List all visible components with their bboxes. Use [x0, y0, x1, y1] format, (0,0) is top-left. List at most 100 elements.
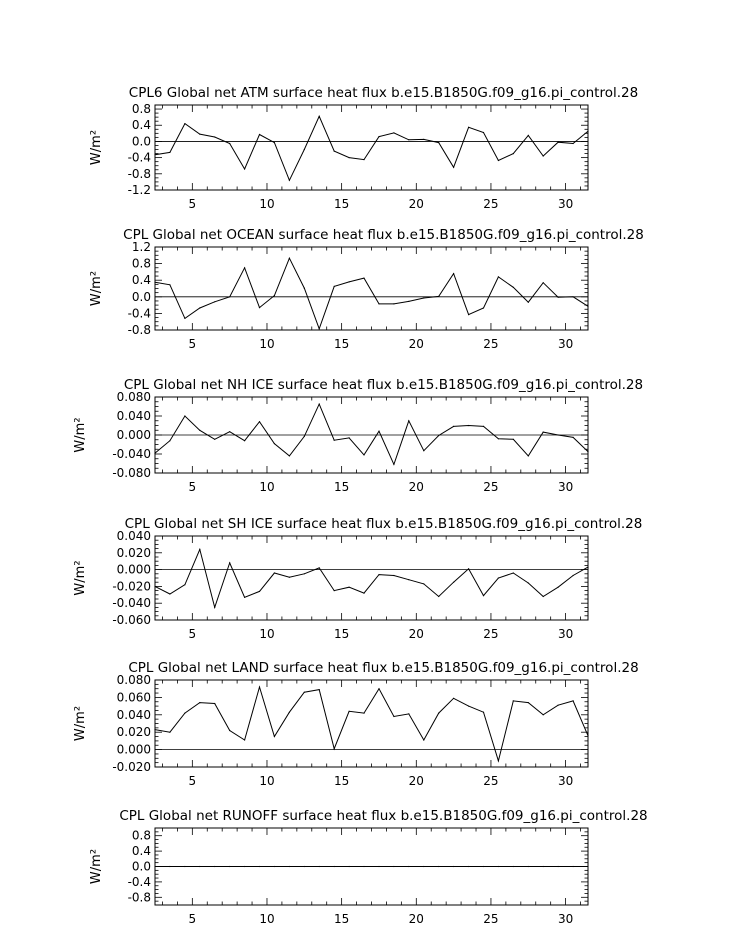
x-tick-label: 30 — [558, 774, 573, 788]
chart-title: CPL6 Global net ATM surface heat flux b.… — [129, 85, 638, 101]
data-point — [154, 281, 156, 283]
data-point — [557, 865, 559, 868]
data-point — [438, 142, 440, 144]
y-tick-label: 0.020 — [117, 546, 151, 560]
data-point — [527, 301, 529, 303]
data-point — [273, 572, 275, 574]
data-point — [572, 142, 574, 145]
data-point — [214, 702, 216, 705]
y-axis-label: W/m² — [89, 271, 104, 306]
data-point — [288, 179, 290, 181]
data-point — [348, 710, 350, 712]
data-point — [587, 566, 589, 568]
data-point — [214, 438, 216, 440]
y-tick-label: 0.4 — [132, 273, 151, 287]
data-point — [318, 115, 320, 117]
data-point — [258, 590, 261, 593]
x-tick-label: 10 — [259, 337, 274, 351]
data-point — [318, 328, 320, 330]
data-point — [423, 739, 425, 741]
data-point — [587, 305, 589, 307]
y-tick-label: -0.4 — [128, 151, 151, 165]
data-point — [363, 277, 365, 279]
x-tick-label: 20 — [409, 912, 424, 926]
data-point — [333, 748, 335, 750]
series-line — [154, 685, 589, 763]
chart-title: CPL Global net SH ICE surface heat flux … — [125, 516, 643, 532]
x-tick-label: 25 — [483, 627, 498, 641]
y-axis-label: W/m² — [89, 130, 104, 165]
plot-frame — [154, 679, 589, 768]
x-tick-label: 30 — [558, 197, 573, 211]
data-point — [154, 865, 156, 868]
y-axis-label: W/m² — [73, 706, 88, 741]
data-point — [303, 691, 305, 693]
data-point — [542, 282, 544, 284]
data-point — [303, 148, 305, 151]
data-point — [258, 421, 261, 423]
x-tick-label: 20 — [409, 480, 424, 494]
data-point — [154, 154, 156, 156]
data-point — [288, 455, 290, 457]
x-tick-label: 5 — [189, 774, 197, 788]
x-tick-label: 30 — [558, 627, 573, 641]
data-point — [169, 865, 171, 868]
data-point — [542, 155, 544, 157]
chart-panel-1: CPL6 Global net ATM surface heat flux b.… — [89, 85, 638, 211]
x-tick-label: 25 — [483, 337, 498, 351]
data-point — [363, 592, 365, 594]
chart-panel-5: CPL Global net LAND surface heat flux b.… — [73, 660, 639, 788]
data-point — [229, 296, 231, 298]
data-point — [378, 430, 380, 432]
data-point — [542, 595, 544, 598]
data-point — [214, 136, 216, 138]
x-tick-label: 25 — [483, 774, 498, 788]
data-point — [184, 865, 186, 868]
y-tick-label: 0.080 — [117, 673, 151, 687]
data-point — [438, 865, 440, 868]
data-point — [423, 450, 425, 452]
y-tick-label: 0.060 — [117, 690, 151, 704]
y-tick-label: 0.0 — [132, 290, 151, 304]
data-point — [393, 574, 395, 577]
y-tick-label: -0.080 — [112, 466, 151, 480]
data-point — [169, 593, 171, 595]
y-tick-label: -0.040 — [112, 447, 151, 461]
y-tick-label: 0.8 — [132, 257, 151, 271]
data-point — [184, 123, 186, 125]
y-axis-label: W/m² — [73, 560, 88, 595]
data-point — [512, 153, 514, 155]
data-point — [572, 865, 574, 868]
data-point — [408, 300, 410, 302]
data-point — [497, 865, 499, 868]
plot-frame — [154, 246, 589, 331]
y-tick-label: 0.8 — [132, 829, 151, 843]
x-tick-label: 20 — [409, 627, 424, 641]
data-point — [512, 572, 514, 574]
chart-title: CPL Global net NH ICE surface heat flux … — [124, 377, 643, 393]
data-point — [408, 713, 410, 715]
data-point — [482, 711, 485, 713]
data-point — [154, 585, 156, 588]
series-line — [154, 402, 589, 466]
x-tick-label: 5 — [189, 197, 197, 211]
x-tick-label: 5 — [189, 337, 197, 351]
data-point — [453, 581, 455, 583]
data-point — [542, 431, 544, 433]
x-tick-label: 10 — [259, 480, 274, 494]
data-point — [288, 257, 290, 259]
y-tick-label: -0.4 — [128, 875, 151, 889]
data-point — [333, 150, 335, 152]
data-point — [258, 865, 261, 868]
data-point — [199, 548, 201, 551]
data-point — [288, 865, 290, 868]
data-point — [348, 586, 350, 588]
data-point — [199, 133, 201, 135]
data-point — [333, 865, 335, 868]
y-tick-label: 0.000 — [117, 743, 151, 757]
data-point — [423, 865, 425, 868]
y-tick-label: -0.8 — [128, 167, 151, 181]
data-point — [273, 295, 275, 297]
data-point — [557, 296, 559, 298]
y-tick-label: -0.060 — [112, 613, 151, 627]
